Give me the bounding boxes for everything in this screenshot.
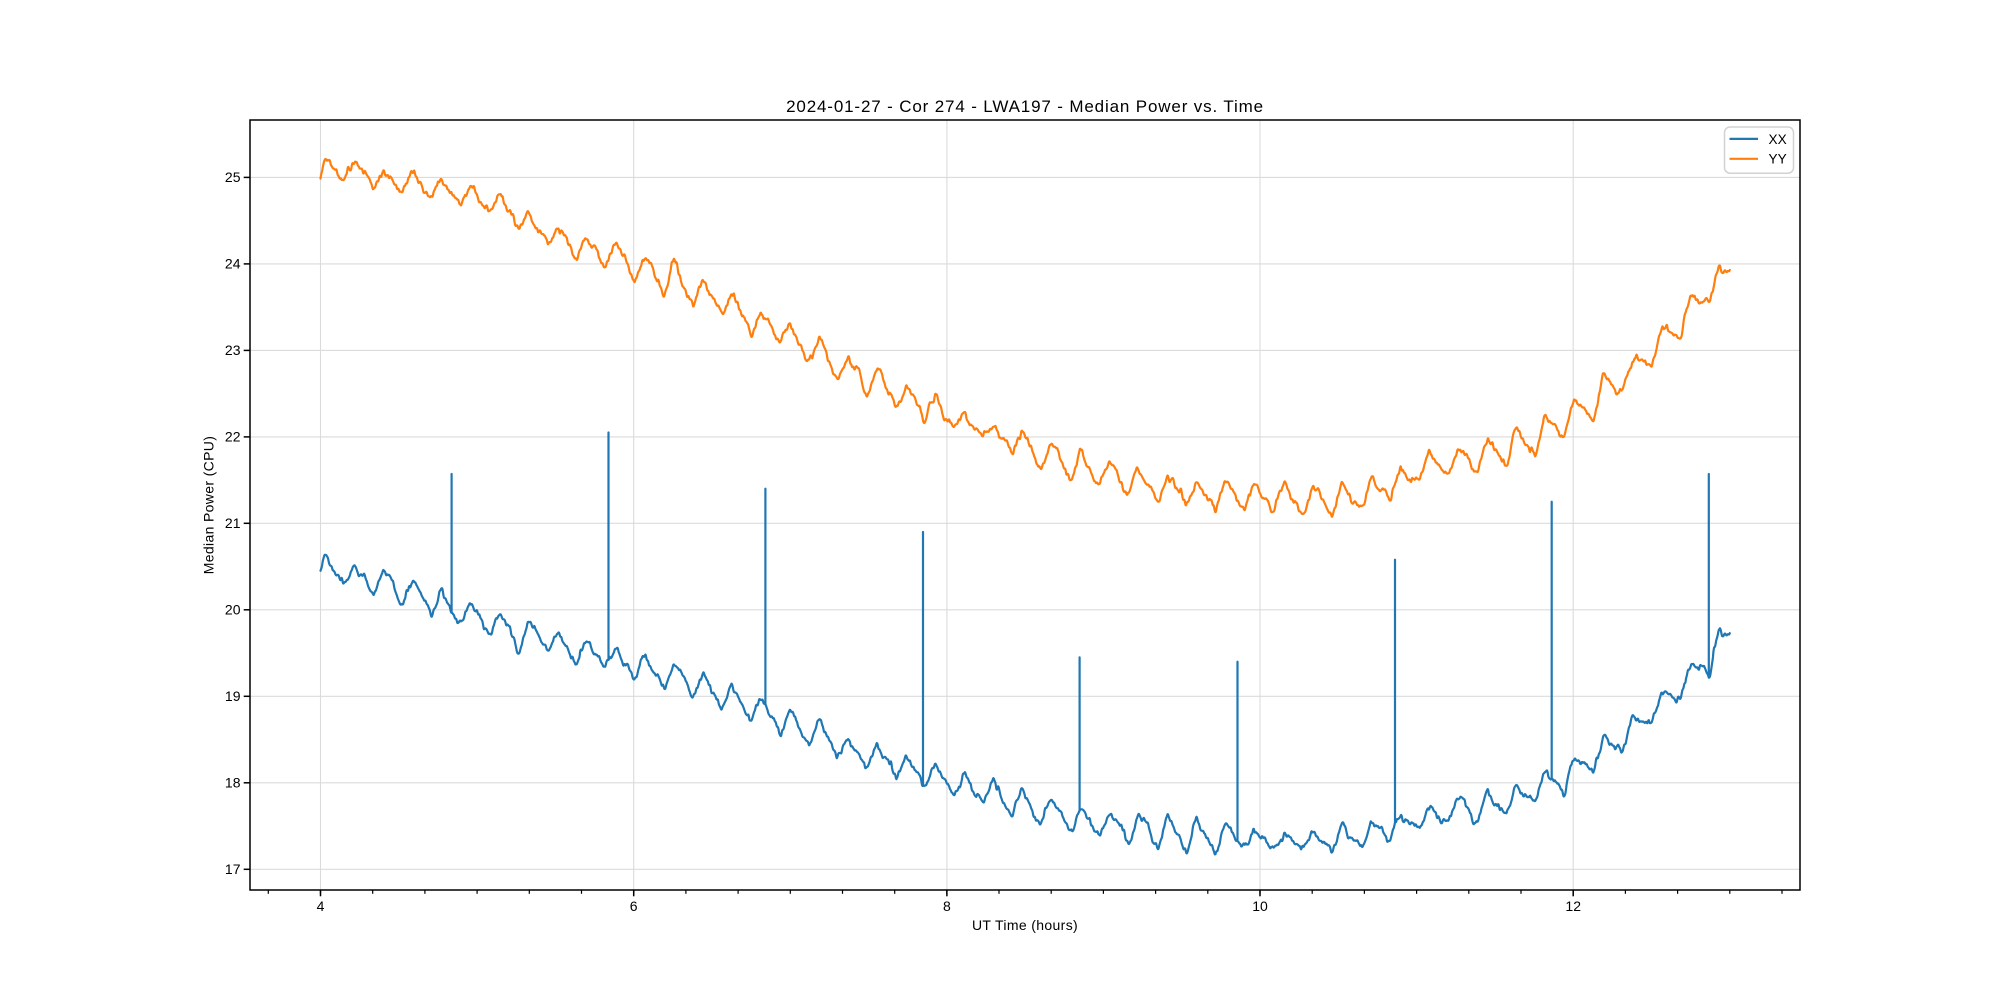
svg-text:21: 21 — [225, 515, 241, 531]
svg-text:Median Power (CPU): Median Power (CPU) — [201, 436, 217, 575]
svg-text:XX: XX — [1769, 132, 1787, 147]
svg-text:20: 20 — [225, 602, 241, 618]
svg-text:19: 19 — [225, 688, 241, 704]
svg-text:24: 24 — [225, 256, 241, 272]
svg-text:6: 6 — [630, 898, 638, 914]
svg-text:25: 25 — [225, 169, 241, 185]
svg-text:4: 4 — [317, 898, 325, 914]
svg-text:2024-01-27 - Cor 274 - LWA197: 2024-01-27 - Cor 274 - LWA197 - Median P… — [786, 97, 1264, 116]
svg-text:22: 22 — [225, 429, 241, 445]
svg-text:10: 10 — [1252, 898, 1268, 914]
svg-text:18: 18 — [225, 775, 241, 791]
svg-text:23: 23 — [225, 342, 241, 358]
svg-text:YY: YY — [1769, 152, 1787, 167]
svg-text:12: 12 — [1565, 898, 1581, 914]
svg-text:8: 8 — [943, 898, 951, 914]
svg-text:17: 17 — [225, 861, 241, 877]
svg-text:UT Time (hours): UT Time (hours) — [972, 917, 1078, 933]
